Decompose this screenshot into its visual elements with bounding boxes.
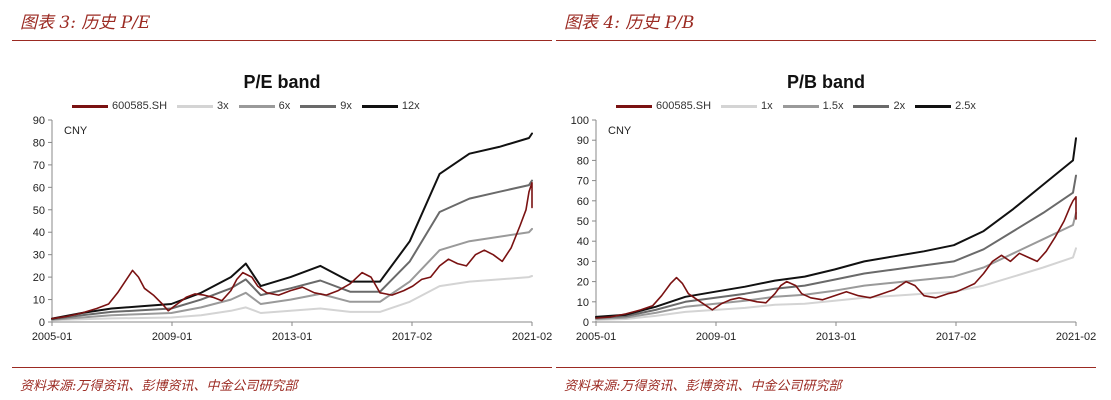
- legend-item-4: 12x: [361, 100, 420, 112]
- chart-title: P/B band: [786, 72, 865, 92]
- legend-item-3: 2x: [853, 100, 905, 112]
- legend-swatch: [238, 104, 275, 108]
- x-tick-label: 2013-01: [816, 331, 856, 343]
- x-tick-label: 2017-02: [392, 331, 432, 343]
- source-rule: [12, 367, 552, 368]
- legend-label: 9x: [340, 100, 352, 112]
- y-tick-label: 90: [577, 135, 589, 147]
- y-tick-label: 90: [33, 115, 45, 127]
- x-tick-label: 2009-01: [152, 331, 192, 343]
- y-tick-label: 30: [577, 256, 589, 268]
- y-tick-label: 20: [33, 272, 45, 284]
- series-line-600585-sh: [595, 196, 1077, 319]
- unit-label: CNY: [608, 125, 632, 137]
- y-tick-label: 80: [577, 155, 589, 167]
- y-tick-label: 30: [33, 250, 45, 262]
- y-tick-label: 10: [577, 297, 589, 309]
- pe-band-plot: 0 10 20 30 40 50 60 70 80 90 2005-01 2009-01 2013-01…: [32, 115, 552, 343]
- y-tick-label: 60: [33, 182, 45, 194]
- x-tick-label: 2005-01: [576, 331, 616, 343]
- legend-item-1: 3x: [177, 100, 229, 112]
- series-line-6x: [51, 227, 533, 321]
- legend-label: 1x: [761, 100, 773, 112]
- x-tick-label: 2013-01: [272, 331, 312, 343]
- series-line-600585-sh: [51, 182, 533, 320]
- source-rule: [556, 367, 1096, 368]
- legend-label: 600585.SH: [112, 100, 168, 112]
- legend-item-3: 9x: [300, 100, 352, 112]
- legend-item-1: 1x: [721, 100, 773, 112]
- legend-swatch: [72, 104, 108, 108]
- legend-label: 6x: [278, 100, 291, 112]
- caption-rule: [556, 40, 1096, 41]
- legend-swatch: [915, 104, 952, 108]
- y-tick-label: 80: [33, 137, 45, 149]
- figure-caption: 图表 4: 历史 P/B: [564, 13, 695, 33]
- source-note: 资料来源:万得资讯、彭博资讯、中金公司研究部: [564, 379, 842, 394]
- chart-legend: 600585.SH 3x 6x 9x 12x: [72, 96, 420, 116]
- legend-label: 2.5x: [955, 100, 976, 112]
- pb-band-plot: 0 10 20 30 40 50 60 70 80 90 100 2005-01 2009-01 2013…: [571, 115, 1096, 343]
- legend-item-2: 1.5x: [782, 100, 844, 112]
- chart-legend: 600585.SH 1x 1.5x 2x 2.5x: [616, 96, 976, 116]
- y-tick-label: 70: [577, 176, 589, 188]
- y-tick-label: 100: [571, 115, 589, 127]
- legend-label: 12x: [401, 100, 420, 112]
- caption-rule: [12, 40, 552, 41]
- y-tick-label: 0: [39, 317, 45, 329]
- figure-caption: 图表 3: 历史 P/E: [20, 13, 151, 33]
- y-tick-label: 50: [577, 216, 589, 228]
- legend-swatch: [300, 104, 337, 108]
- unit-label: CNY: [64, 125, 88, 137]
- series-line-3x: [51, 275, 533, 322]
- y-tick-label: 10: [33, 295, 45, 307]
- x-tick-label: 2021-02: [512, 331, 552, 343]
- y-tick-label: 60: [577, 196, 589, 208]
- y-tick-label: 70: [33, 160, 45, 172]
- y-tick-label: 40: [577, 236, 589, 248]
- legend-swatch: [721, 104, 758, 108]
- legend-label: 600585.SH: [656, 100, 712, 112]
- legend-item-0: 600585.SH: [72, 100, 167, 112]
- legend-swatch: [177, 104, 214, 108]
- x-tick-label: 2009-01: [696, 331, 736, 343]
- series-line-12x: [51, 132, 533, 320]
- y-tick-label: 50: [33, 205, 45, 217]
- y-tick-label: 40: [33, 227, 45, 239]
- source-note: 资料来源:万得资讯、彭博资讯、中金公司研究部: [20, 379, 298, 394]
- legend-label: 1.5x: [822, 100, 844, 112]
- series-line-9x: [51, 179, 533, 321]
- series-line-1-5x: [595, 211, 1077, 320]
- legend-label: 2x: [893, 100, 906, 112]
- legend-swatch: [853, 104, 890, 108]
- x-tick-label: 2005-01: [32, 331, 72, 343]
- figure-pb-band: 图表 4: 历史 P/B P/B band 600585.SH 1x 1.5x 2x 2…: [556, 0, 1096, 400]
- legend-label: 3x: [217, 100, 229, 112]
- x-tick-label: 2017-02: [936, 331, 976, 343]
- chart-title: P/E band: [243, 72, 321, 92]
- legend-item-4: 2.5x: [915, 100, 976, 112]
- y-tick-label: 0: [583, 317, 589, 329]
- figure-pe-band: 图表 3: 历史 P/E P/E band 600585.SH 3x 6x 9x 12x…: [12, 0, 552, 400]
- legend-item-0: 600585.SH: [616, 100, 711, 112]
- legend-swatch: [361, 104, 398, 108]
- legend-swatch: [782, 104, 819, 108]
- legend-swatch: [616, 104, 652, 108]
- series-line-2-5x: [595, 137, 1077, 318]
- series-line-2x: [595, 174, 1077, 319]
- x-tick-label: 2021-02: [1056, 331, 1096, 343]
- y-tick-label: 20: [577, 277, 589, 289]
- legend-item-2: 6x: [238, 100, 291, 112]
- series-line-1x: [595, 247, 1077, 321]
